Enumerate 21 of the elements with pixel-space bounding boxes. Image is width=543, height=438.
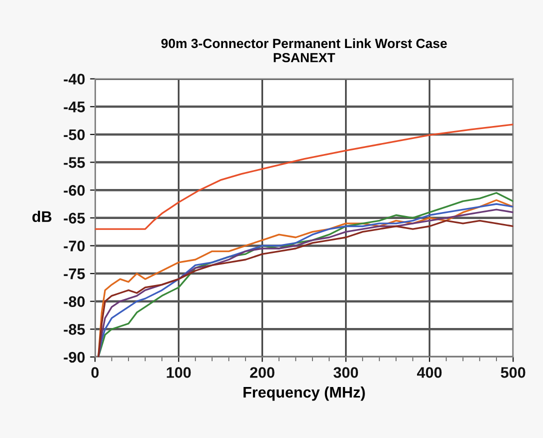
x-tick-label: 100 — [166, 367, 191, 378]
y-tick-label: -60 — [64, 184, 85, 196]
y-tick-label: -45 — [64, 102, 85, 112]
x-tick-label: 200 — [250, 367, 274, 378]
line-series — [95, 124, 514, 230]
x-tick-label: 500 — [500, 367, 526, 378]
y-tick-label: -50 — [64, 129, 85, 140]
y-tick-label: -75 — [64, 268, 85, 280]
y-tick-label: -65 — [64, 212, 85, 224]
x-tick-label: 0 — [91, 367, 99, 378]
y-axis-title: dB — [32, 210, 52, 222]
x-axis-title: Frequency (MHz) — [244, 386, 365, 401]
y-tick-label: -90 — [64, 352, 85, 363]
y-tick-label: -40 — [64, 74, 85, 85]
chart-title: 90m 3-Connector Permanent Link Worst Case PSANEXT — [161, 38, 447, 62]
y-tick-label: -85 — [64, 324, 85, 335]
y-tick-label: -80 — [64, 296, 85, 308]
x-tick-label: 300 — [334, 367, 358, 378]
y-tick-label: -70 — [64, 240, 85, 252]
y-tick-label: -55 — [64, 157, 85, 168]
x-tick-label: 400 — [417, 367, 442, 378]
